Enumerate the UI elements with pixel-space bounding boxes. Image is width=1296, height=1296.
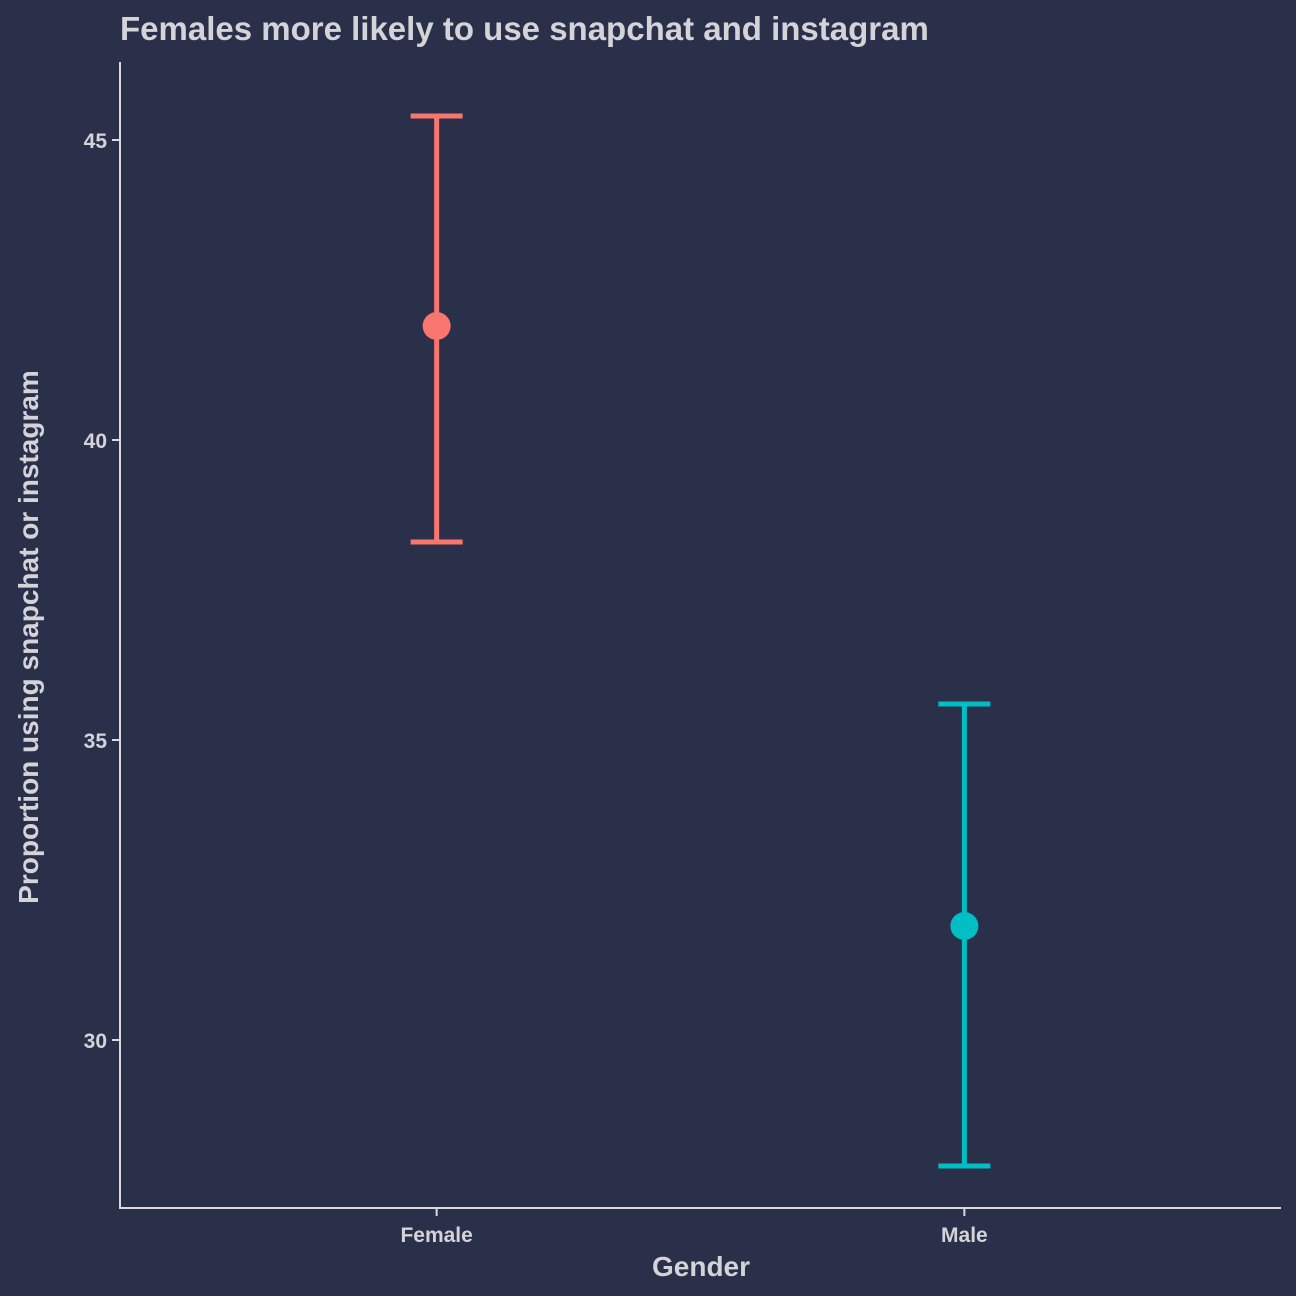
data-marks [410, 113, 991, 1169]
data-point [950, 912, 979, 940]
y-tick-label: 45 [84, 130, 108, 153]
x-tick-label: Female [400, 1224, 472, 1247]
y-tick-label: 35 [84, 730, 108, 753]
y-tick-label: 30 [84, 1030, 107, 1053]
x-axis-ticks: Female Male [400, 1208, 988, 1247]
x-axis-title: Gender [652, 1251, 750, 1282]
y-tick-label: 40 [84, 430, 107, 453]
x-tick-label: Male [941, 1224, 988, 1247]
y-axis-title: Proportion using snapchat or instagram [13, 370, 44, 904]
y-axis-ticks: 30 35 40 45 [84, 130, 120, 1053]
chart-title: Females more likely to use snapchat and … [120, 10, 929, 47]
data-point [422, 312, 451, 340]
